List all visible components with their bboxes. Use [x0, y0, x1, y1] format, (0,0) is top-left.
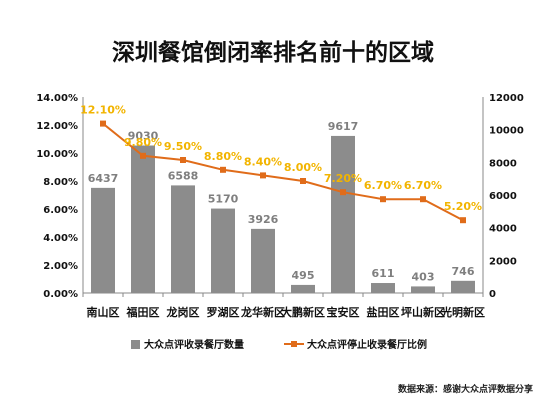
bar [211, 208, 235, 293]
bar-value-label: 3926 [248, 213, 279, 226]
bar-value-label: 611 [372, 267, 395, 280]
line-value-label: 5.20% [444, 200, 482, 213]
y-right-tick-label: 12000 [489, 93, 524, 104]
bar-value-label: 495 [292, 269, 315, 282]
line-value-label: 8.40% [244, 155, 282, 168]
bar-value-label: 9030 [128, 130, 159, 143]
source-note: 数据来源：感谢大众点评数据分享 [397, 385, 533, 395]
line-value-label: 9.80% [124, 136, 162, 149]
bar [411, 286, 435, 293]
legend-label-bar: 大众点评收录餐厅数量 [144, 338, 244, 351]
x-category-label: 大鹏新区 [281, 305, 325, 319]
y-left-tick-label: 14.00% [36, 93, 78, 104]
line-value-label: 8.80% [204, 150, 242, 163]
x-category-label: 南山区 [87, 305, 120, 319]
line-point [100, 120, 106, 127]
line-point [220, 166, 226, 173]
bar-value-label: 403 [412, 270, 435, 283]
line-point [420, 196, 426, 203]
x-category-label: 坪山新区 [401, 305, 445, 319]
line-point [140, 152, 146, 159]
line-value-label: 6.70% [404, 179, 442, 192]
x-category-label: 福田区 [126, 305, 160, 319]
line-value-label: 9.50% [164, 140, 202, 153]
chart-title: 深圳餐馆倒闭率排名前十的区域 [112, 39, 434, 66]
bar-value-label: 5170 [208, 193, 239, 206]
legend-swatch-bar [131, 340, 140, 349]
line-value-label: 6.70% [364, 179, 402, 192]
line-point [460, 217, 466, 224]
bar-value-label: 6437 [88, 172, 119, 185]
bar [291, 284, 315, 293]
bar [251, 228, 275, 293]
line-point [300, 178, 306, 184]
y-left-tick-label: 0.00% [43, 289, 78, 300]
bar [371, 283, 395, 293]
y-left-tick-label: 12.00% [36, 121, 78, 132]
x-category-label: 龙岗区 [166, 305, 200, 319]
y-right-tick-label: 4000 [489, 224, 517, 235]
bar [91, 187, 115, 293]
legend-label-line: 大众点评停止收录餐厅比例 [307, 338, 427, 351]
y-right-tick-label: 0 [489, 289, 496, 300]
line-series-path [102, 122, 464, 222]
bar-value-label: 9617 [328, 120, 359, 133]
x-category-label: 盐田区 [367, 305, 400, 319]
bar-value-label: 746 [452, 265, 475, 278]
y-right-tick-label: 8000 [489, 158, 517, 169]
line-value-label: 7.20% [324, 172, 362, 185]
legend-swatch-marker [291, 341, 297, 347]
bar [331, 135, 355, 293]
bar-value-label: 6588 [168, 169, 199, 182]
line-point [380, 196, 386, 203]
y-left-tick-label: 10.00% [36, 149, 78, 160]
y-left-tick-label: 6.00% [43, 205, 78, 216]
bar [131, 145, 155, 293]
y-right-tick-label: 6000 [489, 191, 517, 202]
y-left-tick-label: 4.00% [43, 233, 78, 244]
line-value-label: 12.10% [80, 104, 126, 117]
y-left-tick-label: 2.00% [43, 261, 78, 272]
x-category-label: 宝安区 [327, 305, 360, 319]
y-left-tick-label: 8.00% [43, 177, 78, 188]
x-category-label: 光明新区 [440, 305, 485, 319]
y-right-tick-label: 2000 [489, 256, 517, 267]
bar [451, 280, 475, 293]
line-point [260, 172, 266, 179]
x-category-label: 龙华新区 [240, 305, 285, 319]
y-right-tick-label: 10000 [489, 126, 524, 137]
line-point [340, 189, 346, 196]
x-category-label: 罗湖区 [207, 305, 240, 319]
line-value-label: 8.00% [284, 161, 322, 174]
bar [171, 185, 195, 293]
line-point [180, 157, 186, 163]
